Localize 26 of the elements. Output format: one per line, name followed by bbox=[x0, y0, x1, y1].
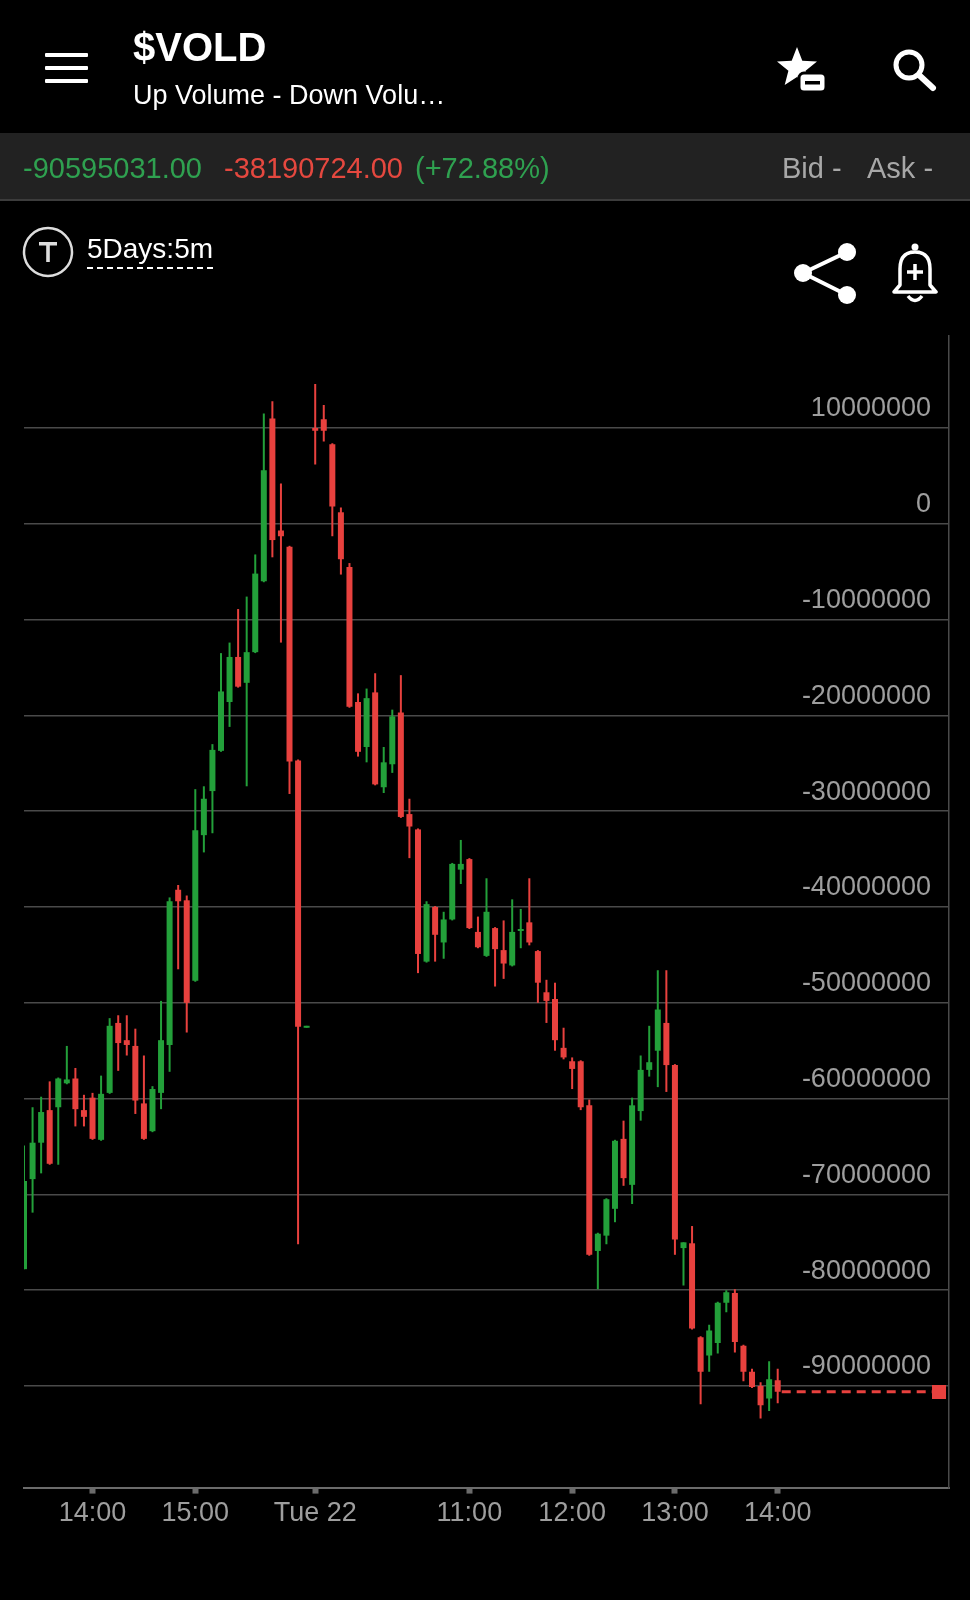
x-tick-label: 15:00 bbox=[161, 1497, 230, 1528]
y-tick-label: -20000000 bbox=[801, 679, 931, 710]
x-tick-label: 12:00 bbox=[538, 1497, 606, 1528]
x-tick-label: 11:00 bbox=[436, 1497, 503, 1528]
text: 5Days:5m bbox=[87, 232, 214, 265]
text: Bid - bbox=[782, 151, 842, 185]
y-tick-label: 0 bbox=[915, 488, 931, 519]
y-tick-label: 10000000 bbox=[810, 392, 931, 423]
y-tick-label: -70000000 bbox=[801, 1158, 931, 1189]
x-tick-label: Tue 22 bbox=[273, 1497, 357, 1528]
y-tick-label: -90000000 bbox=[801, 1350, 931, 1381]
text: -38190724.00 bbox=[224, 151, 403, 185]
text: -90595031.00 bbox=[23, 151, 202, 185]
y-tick-label: -80000000 bbox=[801, 1254, 931, 1285]
y-tick-label: -10000000 bbox=[801, 584, 931, 615]
y-tick-label: -60000000 bbox=[801, 1063, 931, 1094]
x-tick-label: 14:00 bbox=[58, 1497, 127, 1528]
text: Ask - bbox=[867, 151, 934, 185]
y-tick-label: -30000000 bbox=[801, 775, 931, 806]
chart-subtitle: Up Volume - Down Volu… bbox=[133, 79, 446, 111]
chart-title: $VOLD bbox=[133, 24, 267, 70]
y-tick-label: -50000000 bbox=[801, 967, 931, 998]
x-tick-label: 14:00 bbox=[743, 1497, 812, 1528]
y-tick-label: -40000000 bbox=[801, 871, 931, 902]
x-tick-label: 13:00 bbox=[641, 1497, 709, 1528]
text: (+72.88%) bbox=[415, 151, 550, 185]
